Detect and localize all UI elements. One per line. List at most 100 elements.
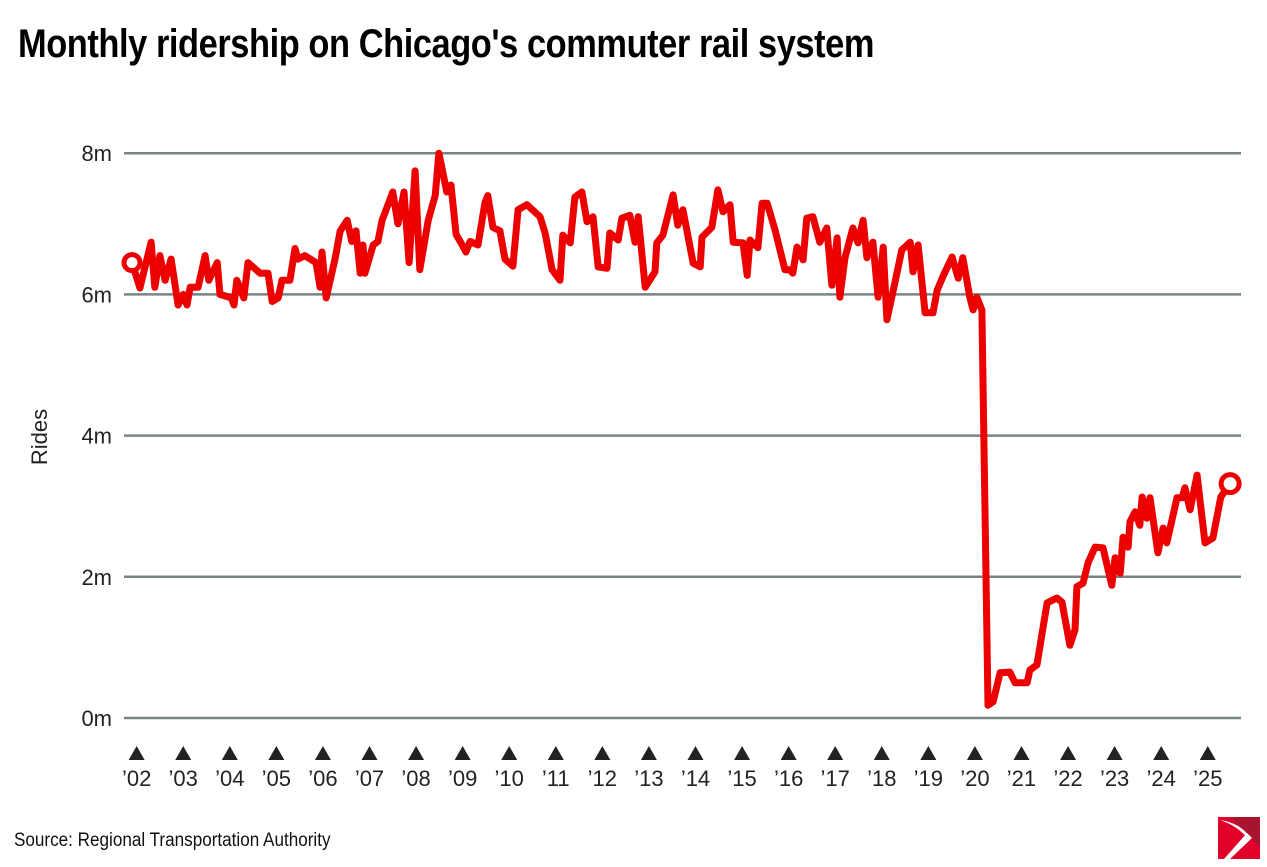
x-tick-label: ’13 xyxy=(634,766,663,791)
data-point xyxy=(860,217,867,224)
data-point xyxy=(907,239,914,246)
data-point xyxy=(348,238,355,245)
data-point xyxy=(697,263,704,270)
data-point xyxy=(228,294,235,301)
data-point xyxy=(359,241,366,248)
data-point xyxy=(1033,662,1040,669)
data-point xyxy=(955,275,962,282)
data-point xyxy=(291,245,298,252)
data-point xyxy=(1120,534,1127,541)
data-point xyxy=(1099,544,1106,551)
x-tick-label: ’04 xyxy=(215,766,244,791)
data-point xyxy=(816,239,823,246)
data-point xyxy=(175,301,182,308)
data-point xyxy=(278,277,285,284)
data-point xyxy=(679,206,686,213)
x-tick-label: ’22 xyxy=(1053,766,1082,791)
data-point xyxy=(939,273,946,280)
data-point xyxy=(567,239,574,246)
data-point xyxy=(240,294,247,301)
data-point xyxy=(1163,539,1170,546)
data-point xyxy=(934,287,941,294)
data-point xyxy=(828,282,835,289)
data-point xyxy=(615,237,622,244)
start-point-marker xyxy=(121,252,143,274)
data-point xyxy=(590,213,597,220)
data-point xyxy=(1126,518,1133,525)
x-axis-ticks: ’02 ’03 ’04 ’05 ’06 ’07 ’08 ’09 ’10 ’11 ’12 ’13 ’14 ’… xyxy=(122,746,1222,791)
data-point xyxy=(966,294,973,301)
data-point xyxy=(244,259,251,266)
data-point xyxy=(642,284,649,291)
data-point xyxy=(319,249,326,256)
data-point xyxy=(772,227,779,234)
x-tick-label: ’05 xyxy=(262,766,291,791)
data-point xyxy=(1072,626,1079,633)
data-point xyxy=(1006,669,1013,676)
data-point xyxy=(416,266,423,273)
x-tick-marker-icon xyxy=(361,746,378,760)
x-tick-marker-icon xyxy=(314,746,331,760)
data-point xyxy=(1066,642,1073,649)
data-point xyxy=(195,284,202,291)
data-point xyxy=(523,201,530,208)
data-point xyxy=(148,239,155,246)
data-point xyxy=(898,246,905,253)
data-point xyxy=(1181,484,1188,491)
data-point xyxy=(1044,599,1051,606)
data-point xyxy=(1092,544,1099,551)
data-point xyxy=(432,192,439,199)
x-tick-label: ’24 xyxy=(1147,766,1176,791)
y-tick-label: 2m xyxy=(81,565,112,590)
data-point xyxy=(361,270,368,277)
data-point xyxy=(744,272,751,279)
data-point xyxy=(997,669,1004,676)
data-point xyxy=(205,277,212,284)
data-point xyxy=(571,193,578,200)
data-point xyxy=(1179,494,1186,501)
publisher-logo xyxy=(1218,817,1260,859)
data-point xyxy=(674,222,681,229)
data-point xyxy=(323,294,330,301)
data-point xyxy=(332,256,339,263)
data-point xyxy=(462,249,469,256)
data-point xyxy=(264,270,271,277)
data-point xyxy=(841,254,848,261)
data-point xyxy=(344,217,351,224)
data-point xyxy=(1217,494,1224,501)
data-point xyxy=(467,238,474,245)
data-point xyxy=(1024,679,1031,686)
y-tick-label: 4m xyxy=(81,424,112,449)
x-tick-marker-icon xyxy=(1199,746,1216,760)
data-point xyxy=(353,227,360,234)
gridlines xyxy=(124,151,1241,720)
x-tick-marker-icon xyxy=(454,746,471,760)
data-point xyxy=(880,244,887,251)
data-point xyxy=(312,259,319,266)
data-point xyxy=(406,259,413,266)
data-point xyxy=(475,241,482,248)
y-axis-label: Rides xyxy=(27,409,52,465)
data-point xyxy=(301,252,308,259)
data-point xyxy=(990,698,997,705)
data-point xyxy=(823,225,830,232)
data-point xyxy=(448,181,455,188)
data-point xyxy=(1117,570,1124,577)
data-point xyxy=(659,232,666,239)
data-point xyxy=(394,220,401,227)
x-tick-marker-icon xyxy=(640,746,657,760)
x-tick-label: ’10 xyxy=(495,766,524,791)
data-point xyxy=(930,309,937,316)
x-tick-marker-icon xyxy=(687,746,704,760)
data-point xyxy=(482,199,489,206)
data-point xyxy=(803,215,810,222)
data-point xyxy=(1201,539,1208,546)
data-point xyxy=(915,241,922,248)
data-point xyxy=(1139,494,1146,501)
x-tick-marker-icon xyxy=(780,746,797,760)
data-point xyxy=(739,239,746,246)
x-tick-marker-icon xyxy=(1106,746,1123,760)
data-point xyxy=(257,270,264,277)
data-point xyxy=(849,225,856,232)
data-point xyxy=(978,306,985,313)
